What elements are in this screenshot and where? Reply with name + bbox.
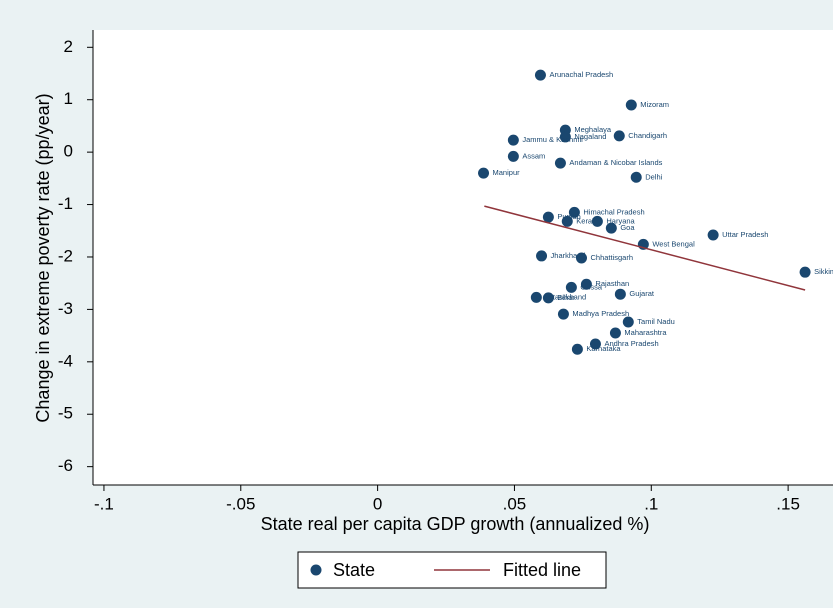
point	[622, 316, 634, 328]
point	[613, 130, 625, 142]
y-tick-label: -2	[58, 246, 73, 265]
point	[568, 206, 580, 218]
point-label: Maharashtra	[624, 328, 667, 337]
point-label: Uttarakhand	[545, 292, 586, 301]
point-label: Jharkhand	[551, 251, 586, 260]
point-label: Andhra Pradesh	[604, 339, 658, 348]
point	[534, 69, 546, 81]
point-label: Chhattisgarh	[590, 253, 633, 262]
point	[530, 291, 542, 303]
point-label: Andaman & Nicobar Islands	[569, 158, 662, 167]
point-label: Orissa	[580, 282, 602, 291]
point-label: Kerala	[576, 216, 599, 225]
y-tick-label: 1	[64, 89, 73, 108]
y-tick-label: 2	[64, 37, 73, 56]
point-label: Goa	[620, 223, 635, 232]
point-label: Uttar Pradesh	[722, 230, 768, 239]
point-label: Nagaland	[574, 132, 606, 141]
y-tick-label: 0	[64, 142, 73, 161]
point	[630, 171, 642, 183]
point	[605, 222, 617, 234]
fitted-line	[484, 205, 806, 291]
point	[571, 343, 583, 355]
point-label: Gujarat	[629, 289, 655, 298]
x-tick-label: 0	[373, 494, 382, 513]
point-label: Meghalaya	[574, 125, 612, 134]
plot-area	[93, 30, 833, 485]
y-axis-title: Change in extreme poverty rate (pp/year)	[33, 93, 53, 422]
point	[542, 211, 554, 223]
y-tick-label: -1	[58, 194, 73, 213]
point-label: Haryana	[606, 216, 635, 225]
x-axis-title: State real per capita GDP growth (annual…	[261, 514, 650, 534]
point	[707, 229, 719, 241]
point	[625, 99, 637, 111]
point-label: Sikkim	[814, 267, 833, 276]
point-label: Bihar	[557, 293, 575, 302]
y-tick-label: -3	[58, 299, 73, 318]
point	[561, 215, 573, 227]
point	[542, 292, 554, 304]
point	[478, 167, 490, 179]
point-label: West Bengal	[652, 239, 695, 248]
point-label: Himachal Pradesh	[583, 207, 644, 216]
point-label: Rajasthan	[595, 279, 629, 288]
point-label: Jammu & Kashmir	[522, 135, 584, 144]
legend-label: Fitted line	[503, 560, 581, 580]
point	[557, 308, 569, 320]
point	[536, 250, 548, 262]
point-label: Assam	[522, 151, 545, 160]
point	[614, 288, 626, 300]
point-label: Madhya Pradesh	[572, 309, 629, 318]
point-label: Arunachal Pradesh	[549, 70, 613, 79]
point-label: Chandigarh	[628, 131, 667, 140]
point	[565, 281, 577, 293]
point	[580, 278, 592, 290]
legend-label: State	[333, 560, 375, 580]
point	[554, 157, 566, 169]
point	[507, 134, 519, 146]
point-label: Karnataka	[586, 344, 621, 353]
x-tick-label: .05	[503, 494, 527, 513]
point	[575, 252, 587, 264]
y-tick-label: -5	[58, 404, 73, 423]
point	[609, 327, 621, 339]
point	[589, 338, 601, 350]
x-tick-label: -.05	[226, 494, 255, 513]
point-label: Mizoram	[640, 100, 669, 109]
point-label: Manipur	[493, 168, 521, 177]
x-tick-label: .15	[776, 494, 800, 513]
point	[559, 131, 571, 143]
point	[799, 266, 811, 278]
y-tick-label: -6	[58, 456, 73, 475]
x-tick-label: -.1	[94, 494, 114, 513]
x-tick-label: .1	[644, 494, 658, 513]
point	[507, 150, 519, 162]
y-tick-label: -4	[58, 351, 73, 370]
point	[591, 215, 603, 227]
point-label: Delhi	[645, 172, 662, 181]
legend-marker	[310, 564, 322, 576]
point-label: Tamil Nadu	[637, 317, 675, 326]
